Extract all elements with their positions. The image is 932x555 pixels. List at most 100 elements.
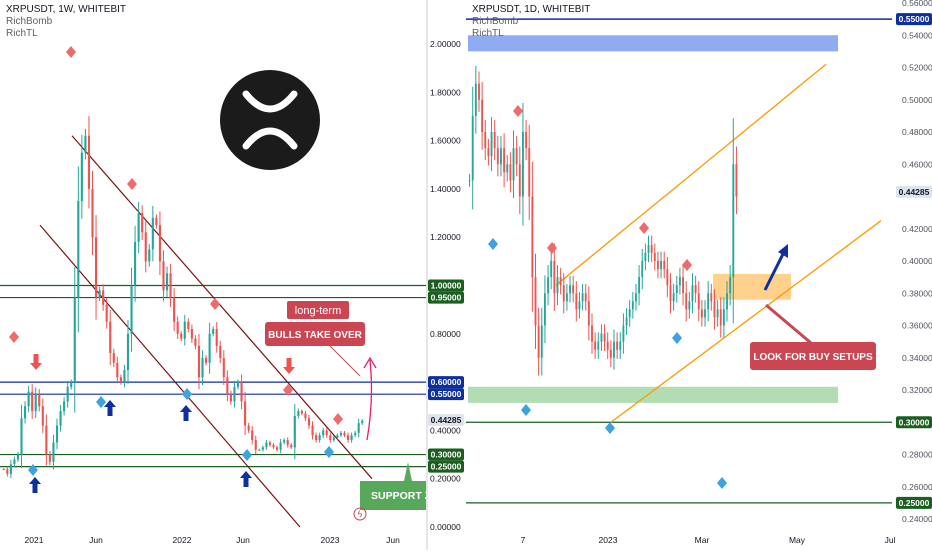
right-candle[interactable]	[675, 285, 678, 294]
left-candle[interactable]	[290, 444, 293, 448]
left-candle[interactable]	[70, 382, 73, 387]
left-candle[interactable]	[63, 401, 66, 412]
right-candle[interactable]	[657, 261, 659, 270]
left-candle[interactable]	[247, 425, 250, 431]
left-indicator-richtl[interactable]: RichTL	[6, 28, 38, 39]
left-candle[interactable]	[134, 242, 137, 286]
left-candle[interactable]	[112, 353, 115, 363]
right-candle[interactable]	[468, 180, 471, 182]
left-candle[interactable]	[297, 411, 300, 416]
left-candle[interactable]	[354, 432, 357, 436]
left-candle[interactable]	[258, 449, 261, 451]
right-candle[interactable]	[490, 132, 493, 157]
right-candle[interactable]	[556, 277, 559, 294]
right-candle[interactable]	[663, 261, 666, 270]
right-chart-panel[interactable]: 0.56000 0.54000 0.52000 0.50000 0.48000 0.460…	[466, 0, 932, 550]
right-candle[interactable]	[478, 83, 480, 100]
right-candle[interactable]	[666, 269, 669, 286]
right-candle[interactable]	[707, 293, 710, 310]
left-candle[interactable]	[304, 413, 307, 419]
left-candle[interactable]	[357, 423, 360, 433]
left-candle[interactable]	[98, 290, 101, 298]
left-candle[interactable]	[73, 297, 76, 383]
right-candle[interactable]	[735, 164, 738, 197]
right-candle[interactable]	[597, 341, 600, 350]
left-chart-svg[interactable]: 2.00000 1.80000 1.60000 1.40000 1.20000 0.800…	[0, 0, 466, 550]
right-candle[interactable]	[603, 333, 606, 342]
left-candle[interactable]	[254, 440, 257, 450]
left-candle[interactable]	[52, 442, 55, 462]
right-candle[interactable]	[732, 164, 735, 278]
left-candle[interactable]	[236, 382, 240, 387]
left-candle[interactable]	[194, 338, 197, 346]
left-candle[interactable]	[169, 273, 172, 298]
right-candle[interactable]	[685, 293, 688, 310]
left-candle[interactable]	[80, 152, 83, 201]
right-candle[interactable]	[726, 293, 728, 310]
right-candle[interactable]	[647, 244, 650, 253]
left-candle[interactable]	[151, 217, 154, 250]
left-candle[interactable]	[148, 249, 151, 262]
left-candle[interactable]	[94, 237, 98, 298]
right-candle[interactable]	[628, 309, 631, 318]
lightning-icon[interactable]	[353, 507, 367, 521]
right-candle[interactable]	[522, 132, 524, 197]
right-candle[interactable]	[506, 164, 509, 173]
left-candle[interactable]	[201, 357, 204, 378]
right-candle[interactable]	[518, 164, 521, 197]
right-candle[interactable]	[641, 261, 644, 278]
left-candle[interactable]	[219, 345, 222, 358]
left-candle[interactable]	[24, 406, 27, 419]
right-candle[interactable]	[584, 293, 587, 302]
left-candle[interactable]	[336, 435, 339, 438]
left-candle[interactable]	[275, 447, 279, 450]
right-candle[interactable]	[581, 293, 584, 302]
left-candle[interactable]	[190, 328, 193, 339]
left-candle[interactable]	[251, 430, 254, 441]
left-candle[interactable]	[176, 321, 179, 334]
left-candle[interactable]	[16, 454, 20, 460]
right-candle[interactable]	[700, 309, 703, 318]
panel-divider[interactable]	[426, 0, 428, 550]
left-candle[interactable]	[55, 425, 59, 443]
left-candle[interactable]	[215, 328, 218, 346]
left-candle[interactable]	[155, 217, 158, 226]
right-candle[interactable]	[722, 309, 725, 326]
left-candle[interactable]	[183, 321, 186, 339]
right-indicator-richbomb[interactable]: RichBomb	[472, 16, 519, 27]
left-candle[interactable]	[6, 469, 9, 474]
right-candle[interactable]	[653, 252, 656, 261]
right-candle[interactable]	[512, 148, 515, 181]
right-candle[interactable]	[644, 252, 647, 261]
left-candle[interactable]	[27, 391, 30, 407]
left-candle[interactable]	[265, 442, 268, 448]
right-candle[interactable]	[543, 293, 546, 326]
right-candle[interactable]	[635, 293, 637, 302]
right-candle[interactable]	[484, 132, 487, 149]
right-candle[interactable]	[622, 325, 625, 342]
right-candle[interactable]	[562, 285, 565, 302]
left-candle[interactable]	[137, 213, 140, 243]
right-candle[interactable]	[515, 148, 518, 165]
right-candle[interactable]	[613, 341, 615, 358]
right-candle[interactable]	[509, 164, 512, 181]
left-candle[interactable]	[91, 188, 94, 238]
left-candle[interactable]	[45, 425, 48, 455]
left-candle[interactable]	[105, 304, 108, 322]
right-candle[interactable]	[650, 244, 653, 253]
left-candle[interactable]	[208, 333, 211, 363]
right-candle[interactable]	[534, 277, 537, 326]
left-candle[interactable]	[197, 345, 201, 378]
right-candle[interactable]	[496, 148, 499, 165]
right-candle[interactable]	[672, 293, 675, 302]
left-candle[interactable]	[87, 135, 91, 189]
left-candle[interactable]	[141, 213, 144, 233]
left-candle[interactable]	[34, 394, 37, 412]
left-candle[interactable]	[180, 333, 183, 339]
right-candle[interactable]	[609, 349, 612, 358]
left-candle[interactable]	[311, 425, 314, 436]
left-candle[interactable]	[343, 432, 346, 436]
right-candle[interactable]	[719, 309, 722, 326]
left-candle[interactable]	[325, 430, 328, 436]
right-candle[interactable]	[729, 277, 732, 294]
